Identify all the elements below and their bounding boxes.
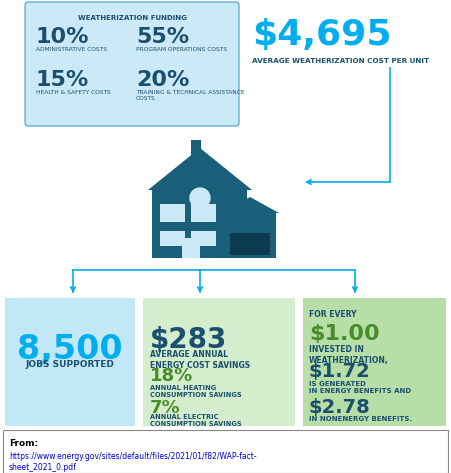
Text: HEALTH & SAFETY COSTS: HEALTH & SAFETY COSTS bbox=[36, 90, 111, 95]
Text: IS GENERATED
IN ENERGY BENEFITS AND: IS GENERATED IN ENERGY BENEFITS AND bbox=[309, 381, 411, 394]
Bar bbox=[191, 204, 216, 222]
Text: TRAINING & TECHNICAL ASSISTANCE
COSTS: TRAINING & TECHNICAL ASSISTANCE COSTS bbox=[136, 90, 244, 101]
Text: JOBS SUPPORTED: JOBS SUPPORTED bbox=[26, 360, 115, 369]
FancyBboxPatch shape bbox=[25, 2, 239, 126]
Bar bbox=[5, 298, 135, 426]
Text: AVERAGE ANNUAL
ENERGY COST SAVINGS: AVERAGE ANNUAL ENERGY COST SAVINGS bbox=[150, 350, 250, 370]
Text: $283: $283 bbox=[150, 326, 227, 354]
Bar bbox=[230, 233, 270, 255]
Text: AVERAGE WEATHERIZATION COST PER UNIT: AVERAGE WEATHERIZATION COST PER UNIT bbox=[252, 58, 429, 64]
Text: WEATHERIZATION FUNDING: WEATHERIZATION FUNDING bbox=[78, 15, 186, 21]
Text: ANNUAL ELECTRIC
CONSUMPTION SAVINGS: ANNUAL ELECTRIC CONSUMPTION SAVINGS bbox=[150, 414, 242, 427]
Bar bbox=[152, 190, 247, 258]
Text: ANNUAL HEATING
CONSUMPTION SAVINGS: ANNUAL HEATING CONSUMPTION SAVINGS bbox=[150, 385, 242, 398]
Polygon shape bbox=[221, 197, 279, 213]
Text: PROGRAM OPERATIONS COSTS: PROGRAM OPERATIONS COSTS bbox=[136, 47, 227, 52]
Text: 7%: 7% bbox=[150, 399, 180, 417]
Bar bbox=[160, 231, 185, 246]
Bar bbox=[160, 204, 185, 222]
Text: $1.00: $1.00 bbox=[309, 324, 380, 344]
Text: 10%: 10% bbox=[36, 27, 89, 47]
Text: 55%: 55% bbox=[136, 27, 189, 47]
Circle shape bbox=[190, 188, 210, 208]
Polygon shape bbox=[148, 148, 252, 190]
Text: 18%: 18% bbox=[150, 367, 193, 385]
Bar bbox=[224, 213, 276, 258]
Text: ADMINISTRATIVE COSTS: ADMINISTRATIVE COSTS bbox=[36, 47, 107, 52]
Text: https://www.energy.gov/sites/default/files/2021/01/f82/WAP-fact-
sheet_2021_0.pd: https://www.energy.gov/sites/default/fil… bbox=[9, 452, 257, 473]
Text: $1.72: $1.72 bbox=[309, 362, 371, 381]
Text: $2.78: $2.78 bbox=[309, 398, 371, 417]
Text: 15%: 15% bbox=[36, 70, 89, 90]
Bar bbox=[303, 298, 446, 426]
Bar bbox=[191, 140, 201, 157]
Bar bbox=[191, 231, 216, 246]
Text: 20%: 20% bbox=[136, 70, 189, 90]
Text: FOR EVERY: FOR EVERY bbox=[309, 310, 356, 319]
Text: From:: From: bbox=[9, 439, 38, 448]
Text: 8,500: 8,500 bbox=[17, 333, 123, 366]
Text: IN NONENERGY BENEFITS.: IN NONENERGY BENEFITS. bbox=[309, 416, 412, 422]
Bar bbox=[3, 430, 448, 473]
Bar bbox=[143, 298, 295, 426]
Text: $4,695: $4,695 bbox=[252, 18, 391, 52]
Text: INVESTED IN
WEATHERIZATION,: INVESTED IN WEATHERIZATION, bbox=[309, 345, 389, 365]
Bar bbox=[182, 238, 200, 258]
